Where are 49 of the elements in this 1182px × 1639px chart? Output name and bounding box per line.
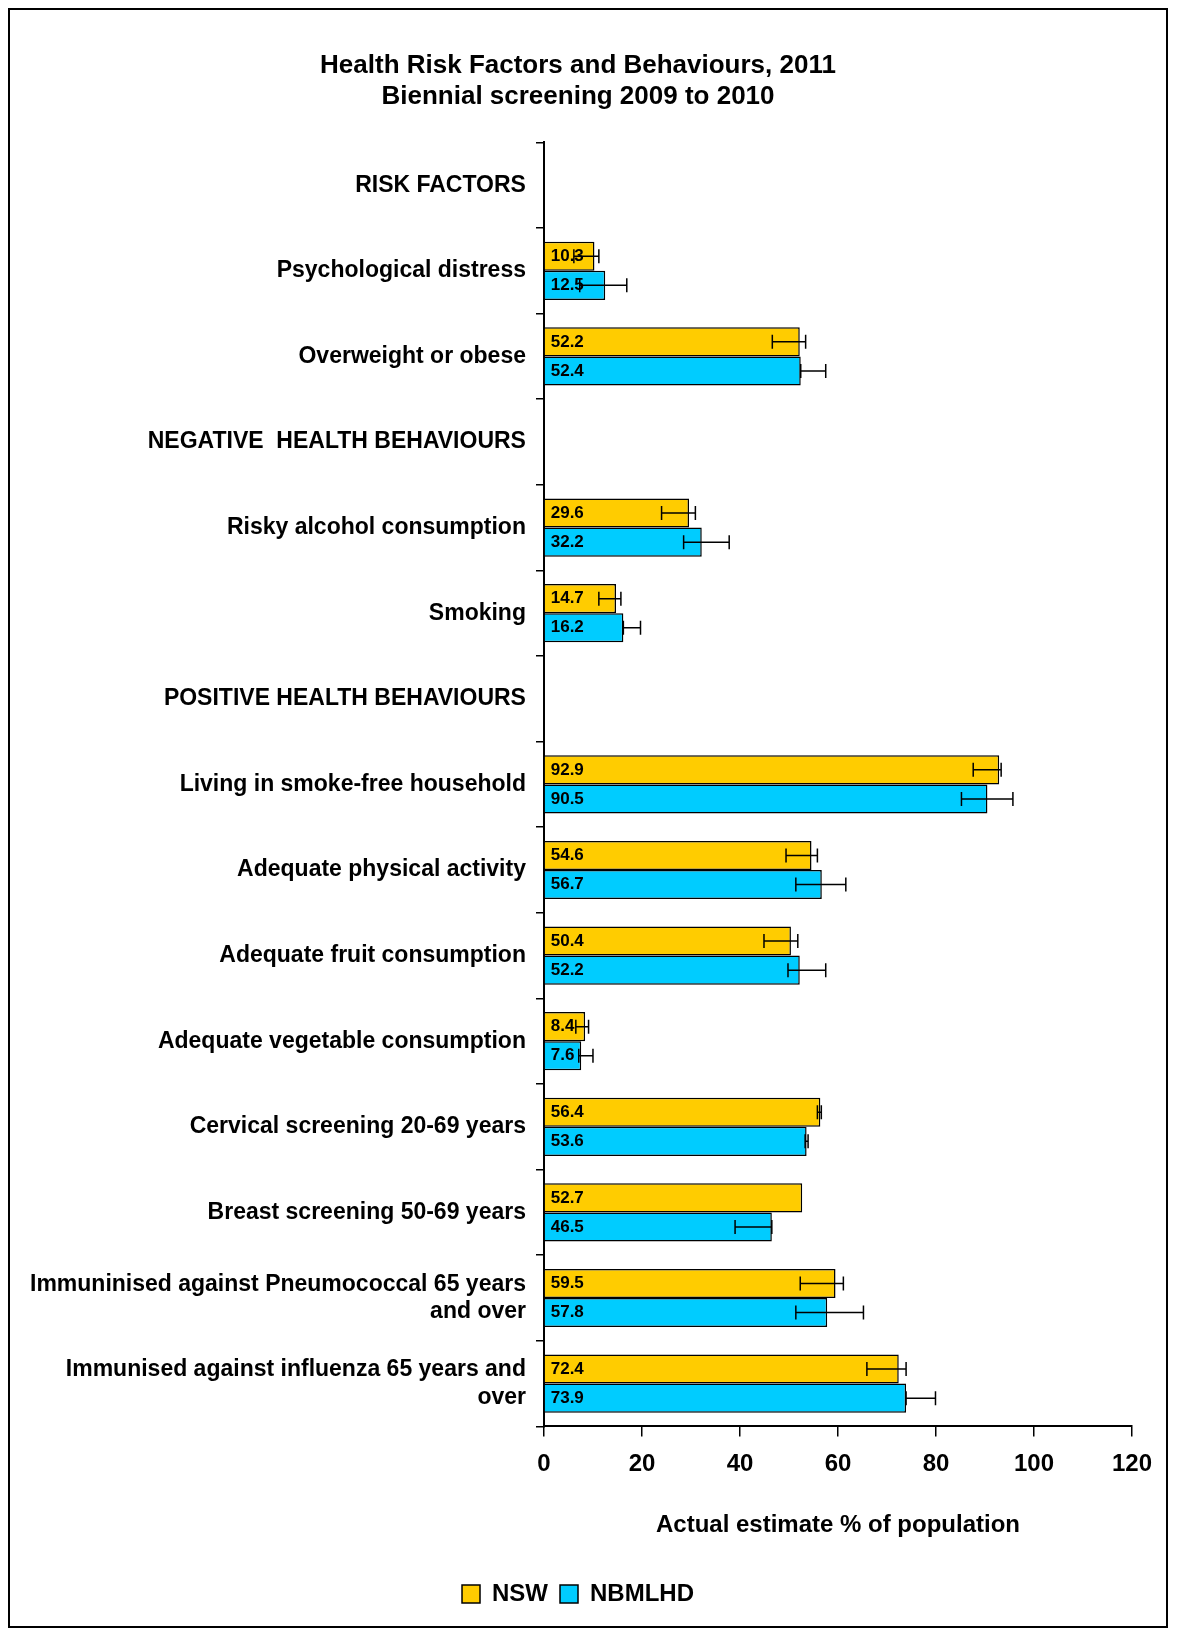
y-tick-label: Living in smoke-free household bbox=[179, 769, 526, 796]
data-label: 29.6 bbox=[550, 502, 584, 522]
y-tick-label: Psychological distress bbox=[276, 256, 526, 283]
y-tick-label: Overweight or obese bbox=[298, 341, 526, 368]
x-tick-label: 40 bbox=[726, 1449, 754, 1477]
x-axis-title: Actual estimate % of population bbox=[655, 1510, 1020, 1538]
x-tick-label: 60 bbox=[824, 1449, 852, 1477]
data-label: 90.5 bbox=[550, 788, 584, 808]
data-label: 52.2 bbox=[550, 959, 584, 979]
x-tick-label: 120 bbox=[1111, 1449, 1152, 1477]
y-tick-label: Adequate physical activity bbox=[237, 855, 527, 882]
data-label: 46.5 bbox=[550, 1216, 584, 1236]
x-tick-label: 20 bbox=[628, 1449, 656, 1477]
data-label: 8.4 bbox=[550, 1016, 575, 1036]
y-tick-label: Adequate fruit consumption bbox=[219, 940, 526, 967]
x-tick-label: 100 bbox=[1013, 1449, 1054, 1477]
data-label: 52.4 bbox=[550, 360, 585, 380]
x-tick-label: 0 bbox=[537, 1449, 551, 1477]
chart-title: Health Risk Factors and Behaviours, 2011 bbox=[320, 48, 836, 79]
data-label: 56.4 bbox=[550, 1101, 585, 1121]
y-tick-label: Smoking bbox=[428, 598, 526, 625]
y-tick-label: RISK FACTORS bbox=[355, 170, 526, 197]
data-label: 54.6 bbox=[550, 845, 584, 865]
y-tick-label: Breast screening 50-69 years bbox=[207, 1197, 526, 1224]
data-label: 32.2 bbox=[550, 531, 584, 551]
data-label: 72.4 bbox=[550, 1358, 585, 1378]
data-label: 59.5 bbox=[550, 1273, 584, 1293]
y-tick-label: Immuninised against Pneumococcal 65 years and over bbox=[29, 1269, 527, 1324]
data-label: 92.9 bbox=[550, 759, 584, 779]
data-label: 14.7 bbox=[550, 588, 584, 608]
legend-label: NBMLHD bbox=[590, 1578, 694, 1606]
data-label: 52.7 bbox=[550, 1187, 584, 1207]
data-label: 50.4 bbox=[550, 930, 585, 950]
data-label: 57.8 bbox=[550, 1302, 584, 1322]
y-tick-label: POSITIVE HEALTH BEHAVIOURS bbox=[163, 684, 526, 711]
data-label: 7.6 bbox=[550, 1045, 575, 1065]
data-label: 73.9 bbox=[550, 1387, 584, 1407]
y-tick-label: Cervical screening 20-69 years bbox=[189, 1112, 526, 1139]
legend-label: NSW bbox=[492, 1578, 549, 1606]
y-tick-label: Adequate vegetable consumption bbox=[157, 1026, 526, 1053]
y-tick-label: Risky alcohol consumption bbox=[226, 512, 526, 539]
chart-subtitle: Biennial screening 2009 to 2010 bbox=[381, 79, 775, 110]
data-label: 56.7 bbox=[550, 874, 584, 894]
data-label: 53.6 bbox=[550, 1131, 584, 1151]
data-label: 52.2 bbox=[550, 331, 584, 351]
y-tick-label: Immunised against influenza 65 years and over bbox=[65, 1355, 527, 1409]
y-tick-label: NEGATIVE HEALTH BEHAVIOURS bbox=[147, 427, 526, 454]
x-tick-label: 80 bbox=[922, 1449, 950, 1477]
data-label: 16.2 bbox=[550, 617, 584, 637]
